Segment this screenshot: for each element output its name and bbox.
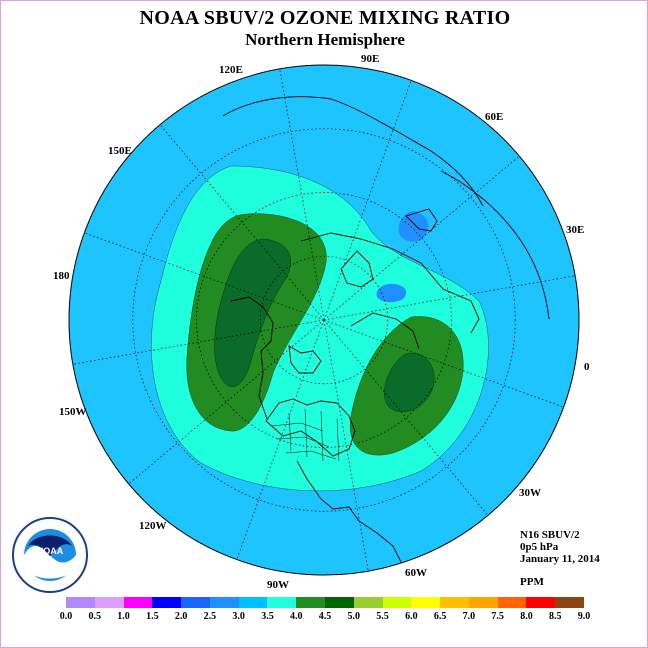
colorbar-swatch <box>555 597 585 608</box>
meridian-line <box>323 155 520 321</box>
colorbar-swatch <box>325 597 355 608</box>
noaa-logo-icon: NOAA <box>12 517 88 593</box>
colorbar-swatch <box>526 597 556 608</box>
latitude-circle <box>259 255 389 385</box>
colorbar-tick-label: 1.5 <box>146 611 159 622</box>
colorbar-swatch <box>66 597 96 608</box>
colorbar-tick-label: 7.5 <box>491 611 504 622</box>
map-title: NOAA SBUV/2 OZONE MIXING RATIO <box>139 7 511 29</box>
colorbar-swatch <box>209 597 240 608</box>
colorbar-swatch <box>267 597 297 608</box>
lon-label-180: 180 <box>53 270 70 282</box>
instrument-label: N16 SBUV/2 <box>520 529 580 541</box>
meridian-line <box>323 319 489 516</box>
colorbar-tick-label: 4.0 <box>289 611 303 622</box>
latitude-circle <box>196 192 452 448</box>
colorbar-tick-label: 8.0 <box>520 611 533 622</box>
lon-label-120e: 120E <box>219 64 243 76</box>
colorbar-swatch <box>382 597 412 608</box>
meridian-line <box>323 319 369 572</box>
ozone-contour-4-5-pacific <box>214 238 291 387</box>
colorbar-tick-label: 2.0 <box>174 611 188 622</box>
colorbar-tick-label: 5.5 <box>376 611 389 622</box>
colorbar-swatch <box>94 597 125 608</box>
meridian-line <box>159 124 325 321</box>
lon-label-0: 0 <box>584 361 590 373</box>
colorbar-swatch <box>238 597 268 608</box>
date-label: January 11, 2014 <box>520 553 600 565</box>
meridian-line <box>323 80 412 321</box>
lon-label-30e: 30E <box>566 224 585 236</box>
colorbar-tick-label: 6.5 <box>433 611 447 622</box>
units-label: PPM <box>520 576 544 588</box>
colorbar-tick-label: 3.0 <box>232 611 245 622</box>
colorbar-swatch <box>440 597 470 608</box>
colorbar-tick-label: 7.0 <box>462 611 476 622</box>
colorbar-swatch <box>468 597 499 608</box>
colorbar-swatch <box>181 597 211 608</box>
lon-label-30w: 30W <box>519 487 541 499</box>
colorbar-swatch <box>353 597 384 608</box>
colorbar-tick-label: 0.5 <box>88 611 102 622</box>
meridian-line <box>72 319 325 365</box>
meridian-line <box>323 275 576 321</box>
lon-label-60w: 60W <box>405 567 427 579</box>
coastlines <box>222 96 550 575</box>
colorbar-tick-label: 4.5 <box>318 611 332 622</box>
colorbar-swatch <box>296 597 326 608</box>
colorbar-tick-label: 0.0 <box>59 611 73 622</box>
meridian-line <box>128 319 325 485</box>
colorbar-tick-label: 9.0 <box>577 611 591 622</box>
colorbar-tick-label: 8.5 <box>548 611 562 622</box>
us-state-borders <box>270 408 340 462</box>
colorbar-swatch <box>152 597 182 608</box>
pressure-level-label: 0p5 hPa <box>520 541 559 553</box>
lat-lon-graticule <box>72 68 576 572</box>
lon-label-150e: 150E <box>108 145 132 157</box>
colorbar-tick-label: 1.0 <box>117 611 130 622</box>
meridian-line <box>236 319 325 560</box>
lon-label-90e: 90E <box>361 53 380 65</box>
map-boundary <box>68 64 580 576</box>
colorbar-tick-label: 5.0 <box>347 611 361 622</box>
colorbar-swatch <box>123 597 153 608</box>
colorbar-swatch <box>411 597 441 608</box>
meridian-line <box>323 319 564 408</box>
lon-label-90w: 90W <box>267 579 289 591</box>
colorbar-tick-label: 3.5 <box>261 611 274 622</box>
meridian-line <box>279 68 325 321</box>
lon-label-120w: 120W <box>139 520 167 532</box>
map-subtitle: Northern Hemisphere <box>245 30 405 49</box>
meridian-line <box>84 232 325 321</box>
ozone-low-asia <box>398 211 429 242</box>
colorbar-tick-label: 2.5 <box>203 611 217 622</box>
lon-label-60e: 60E <box>485 111 504 123</box>
ozone-contour-4-5-atlantic <box>384 352 435 413</box>
logo-text: NOAA <box>37 546 64 556</box>
latitude-circle <box>132 128 516 512</box>
colorbar-swatch <box>497 597 527 608</box>
colorbar-tick-label: 6.0 <box>405 611 418 622</box>
lon-label-150w: 150W <box>59 406 87 418</box>
